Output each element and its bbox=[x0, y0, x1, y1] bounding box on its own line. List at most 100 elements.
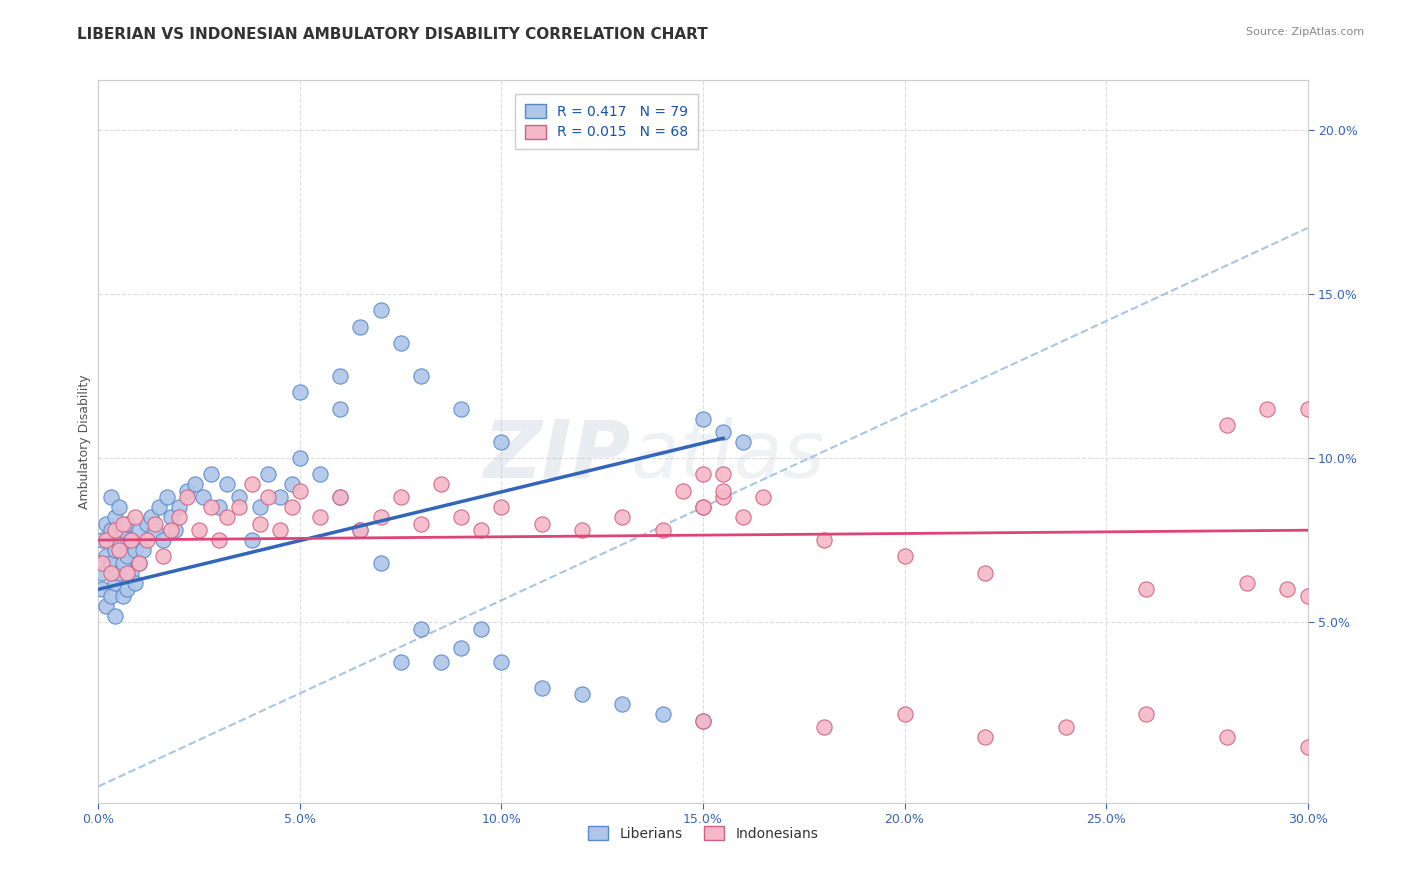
Point bbox=[152, 533, 174, 547]
Point bbox=[491, 500, 513, 515]
Point bbox=[733, 510, 755, 524]
Point bbox=[256, 467, 278, 482]
Point bbox=[188, 523, 211, 537]
Point bbox=[450, 641, 472, 656]
Point bbox=[139, 510, 162, 524]
Point bbox=[571, 687, 593, 701]
Point bbox=[612, 698, 634, 712]
Point bbox=[217, 477, 239, 491]
Point bbox=[107, 566, 129, 580]
Point bbox=[1135, 582, 1157, 597]
Point bbox=[329, 491, 352, 505]
Point bbox=[1216, 730, 1239, 744]
Point bbox=[96, 516, 118, 531]
Point bbox=[120, 533, 142, 547]
Point bbox=[103, 523, 125, 537]
Point bbox=[530, 516, 553, 531]
Point bbox=[349, 523, 371, 537]
Point bbox=[281, 500, 304, 515]
Point bbox=[217, 510, 239, 524]
Point bbox=[752, 491, 775, 505]
Point bbox=[813, 533, 835, 547]
Point bbox=[672, 483, 695, 498]
Point bbox=[115, 582, 138, 597]
Point bbox=[309, 467, 332, 482]
Point bbox=[107, 542, 129, 557]
Point bbox=[176, 491, 198, 505]
Point bbox=[651, 707, 673, 722]
Point bbox=[103, 575, 125, 590]
Point bbox=[160, 510, 183, 524]
Point bbox=[163, 523, 186, 537]
Point bbox=[96, 533, 118, 547]
Point bbox=[711, 491, 734, 505]
Point bbox=[1236, 575, 1258, 590]
Point bbox=[329, 491, 352, 505]
Point bbox=[389, 655, 412, 669]
Point bbox=[107, 500, 129, 515]
Point bbox=[240, 477, 263, 491]
Point bbox=[240, 533, 263, 547]
Point bbox=[711, 425, 734, 439]
Point bbox=[111, 523, 134, 537]
Point bbox=[200, 500, 222, 515]
Point bbox=[349, 523, 371, 537]
Point bbox=[143, 516, 166, 531]
Point bbox=[269, 523, 291, 537]
Text: LIBERIAN VS INDONESIAN AMBULATORY DISABILITY CORRELATION CHART: LIBERIAN VS INDONESIAN AMBULATORY DISABI… bbox=[77, 27, 709, 42]
Point bbox=[281, 477, 304, 491]
Point bbox=[491, 655, 513, 669]
Point bbox=[208, 500, 231, 515]
Y-axis label: Ambulatory Disability: Ambulatory Disability bbox=[79, 375, 91, 508]
Point bbox=[120, 533, 142, 547]
Point bbox=[692, 500, 714, 515]
Point bbox=[111, 556, 134, 570]
Point bbox=[450, 401, 472, 416]
Point bbox=[124, 575, 146, 590]
Point bbox=[132, 542, 155, 557]
Point bbox=[111, 589, 134, 603]
Point bbox=[103, 542, 125, 557]
Point bbox=[1054, 720, 1077, 734]
Point bbox=[491, 434, 513, 449]
Point bbox=[100, 589, 122, 603]
Point bbox=[120, 566, 142, 580]
Point bbox=[651, 523, 673, 537]
Point bbox=[370, 303, 392, 318]
Point bbox=[152, 549, 174, 564]
Point bbox=[974, 730, 997, 744]
Point bbox=[128, 556, 150, 570]
Point bbox=[1256, 401, 1278, 416]
Point bbox=[228, 500, 250, 515]
Point bbox=[96, 599, 118, 613]
Point bbox=[91, 556, 114, 570]
Point bbox=[107, 533, 129, 547]
Point bbox=[103, 510, 125, 524]
Point bbox=[470, 523, 492, 537]
Point bbox=[813, 720, 835, 734]
Point bbox=[329, 401, 352, 416]
Point bbox=[124, 510, 146, 524]
Point bbox=[711, 483, 734, 498]
Point bbox=[409, 368, 432, 383]
Point bbox=[148, 500, 170, 515]
Point bbox=[128, 556, 150, 570]
Point bbox=[167, 500, 190, 515]
Point bbox=[208, 533, 231, 547]
Point bbox=[100, 491, 122, 505]
Point bbox=[1277, 582, 1299, 597]
Point bbox=[100, 556, 122, 570]
Point bbox=[91, 566, 114, 580]
Point bbox=[256, 491, 278, 505]
Point bbox=[100, 566, 122, 580]
Point bbox=[115, 566, 138, 580]
Point bbox=[1296, 739, 1319, 754]
Point bbox=[176, 483, 198, 498]
Point bbox=[733, 434, 755, 449]
Point bbox=[389, 491, 412, 505]
Point bbox=[124, 542, 146, 557]
Point bbox=[1296, 401, 1319, 416]
Point bbox=[288, 385, 311, 400]
Point bbox=[100, 523, 122, 537]
Point bbox=[200, 467, 222, 482]
